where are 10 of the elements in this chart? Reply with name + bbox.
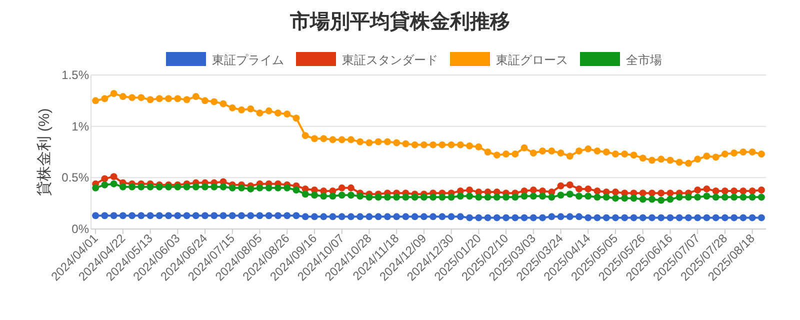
legend-label: 全市場	[626, 53, 662, 67]
y-tick-label: 0.5%	[62, 170, 90, 185]
y-axis-title: 貸株金利 (%)	[36, 108, 53, 196]
chart-title: 市場別平均貸株金利推移	[289, 10, 510, 33]
legend-label: 東証プライム	[212, 53, 284, 67]
y-tick-label: 1%	[72, 119, 90, 134]
legend-label: 東証グロース	[496, 53, 568, 67]
y-tick-label: 0%	[72, 222, 90, 236]
legend-label: 東証スタンダード	[342, 53, 438, 67]
y-tick-label: 1.5%	[62, 68, 90, 82]
